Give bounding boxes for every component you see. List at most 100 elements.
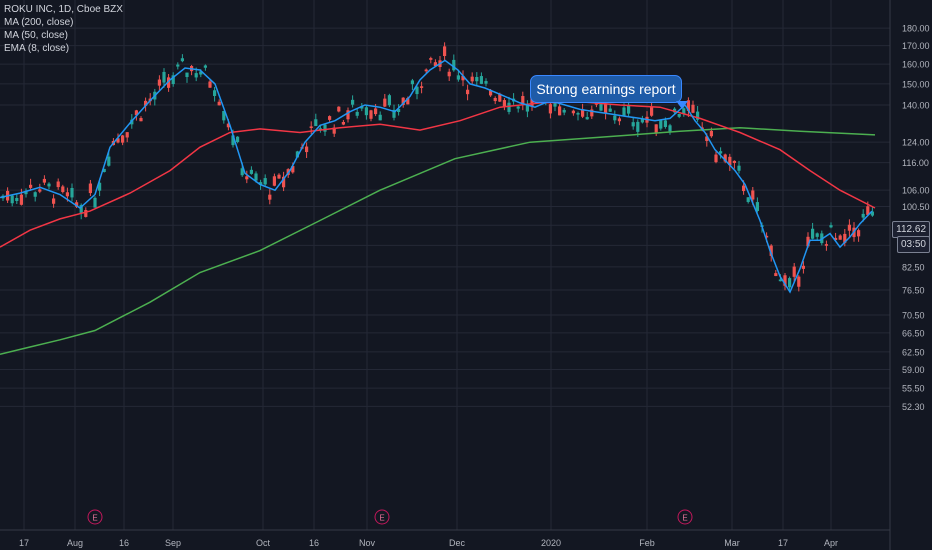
y-tick-label: 66.50 xyxy=(902,328,925,338)
candle-body xyxy=(337,106,341,112)
candle-body xyxy=(116,138,120,143)
x-tick-label: Oct xyxy=(256,538,271,548)
candle-body xyxy=(272,176,276,186)
candle-body xyxy=(410,80,414,85)
legend-ma50: MA (50, close) xyxy=(4,30,68,41)
candle-body xyxy=(847,224,851,231)
candle-body xyxy=(254,173,258,181)
candle-body xyxy=(470,76,474,82)
candle-body xyxy=(84,210,88,217)
earnings-callout: Strong earnings report xyxy=(530,75,688,109)
candle-body xyxy=(590,109,594,117)
candle-body xyxy=(433,62,437,67)
candle-body xyxy=(815,233,819,237)
candle-body xyxy=(203,65,207,68)
candle-body xyxy=(576,113,580,115)
earnings-marker xyxy=(677,509,693,525)
candle-body xyxy=(236,136,240,142)
y-tick-label: 70.50 xyxy=(902,310,925,320)
candle-body xyxy=(171,75,175,85)
candle-body xyxy=(663,120,667,127)
candle-body xyxy=(668,125,672,132)
y-tick-label: 160.00 xyxy=(902,60,930,70)
candle-body xyxy=(834,237,838,241)
candle-body xyxy=(870,211,874,216)
candle-body xyxy=(29,184,33,188)
candle-body xyxy=(778,279,782,282)
candle-body xyxy=(309,126,313,128)
candle-body xyxy=(240,168,244,176)
x-tick-label: 17 xyxy=(778,538,788,548)
candle-body xyxy=(829,225,833,228)
candle-body xyxy=(10,195,14,204)
candle-body xyxy=(162,71,166,83)
candle-body xyxy=(659,120,663,129)
candle-body xyxy=(332,127,336,134)
candle-body xyxy=(144,100,148,106)
candle-body xyxy=(737,165,741,171)
candle-body xyxy=(502,100,506,107)
candle-body xyxy=(548,104,552,114)
candle-body xyxy=(507,102,511,112)
candle-body xyxy=(134,110,138,116)
candle-body xyxy=(456,75,460,80)
candle-body xyxy=(516,106,520,109)
candle-body xyxy=(521,96,525,105)
y-tick-label: 100.50 xyxy=(902,202,930,212)
candle-body xyxy=(268,194,272,200)
candle-body xyxy=(208,81,212,88)
candle-body xyxy=(401,97,405,105)
candle-body xyxy=(654,124,658,134)
candle-body xyxy=(139,118,143,122)
candle-body xyxy=(282,176,286,188)
candle-body xyxy=(571,110,575,114)
candle-body xyxy=(824,244,828,246)
y-tick-label: 76.50 xyxy=(902,285,925,295)
candle-body xyxy=(194,73,198,78)
candle-body xyxy=(75,202,79,207)
candle-body xyxy=(797,276,801,287)
candle-body xyxy=(415,86,419,95)
candle-body xyxy=(691,104,695,113)
x-tick-label: 16 xyxy=(309,538,319,548)
candle-body xyxy=(788,278,792,288)
candle-body xyxy=(608,108,612,112)
symbol-title: ROKU INC, 1D, Cboe BZX xyxy=(4,4,123,15)
candle-body xyxy=(742,185,746,192)
candle-body xyxy=(213,90,217,96)
candle-body xyxy=(38,189,42,192)
candle-body xyxy=(525,104,529,112)
candle-body xyxy=(443,46,447,57)
candle-body xyxy=(811,228,815,239)
candle-body xyxy=(640,118,644,123)
candle-body xyxy=(383,98,387,107)
candle-body xyxy=(581,109,585,117)
candle-body xyxy=(374,108,378,115)
candle-body xyxy=(475,76,479,82)
candle-body xyxy=(245,176,249,180)
candle-body xyxy=(249,169,253,174)
candle-body xyxy=(631,122,635,127)
candle-body xyxy=(489,90,493,96)
candle-body xyxy=(604,103,608,114)
candle-body xyxy=(259,182,263,185)
candle-body xyxy=(392,109,396,118)
y-tick-label: 106.00 xyxy=(902,186,930,196)
x-tick-label: Nov xyxy=(359,538,376,548)
candle-body xyxy=(24,190,28,195)
candle-body xyxy=(102,168,106,172)
candle-body xyxy=(364,107,368,116)
series-line xyxy=(0,101,876,248)
chart-legend: ROKU INC, 1D, Cboe BZX MA (200, close) M… xyxy=(4,3,123,55)
candle-body xyxy=(466,89,470,95)
y-tick-label: 62.50 xyxy=(902,347,925,357)
x-tick-label: Sep xyxy=(165,538,181,548)
series-line xyxy=(0,59,873,294)
candle-body xyxy=(686,100,690,111)
candle-body xyxy=(351,99,355,105)
candle-body xyxy=(378,114,382,121)
y-tick-label: 55.50 xyxy=(902,384,925,394)
candle-body xyxy=(558,106,562,116)
x-tick-label: Dec xyxy=(449,538,466,548)
